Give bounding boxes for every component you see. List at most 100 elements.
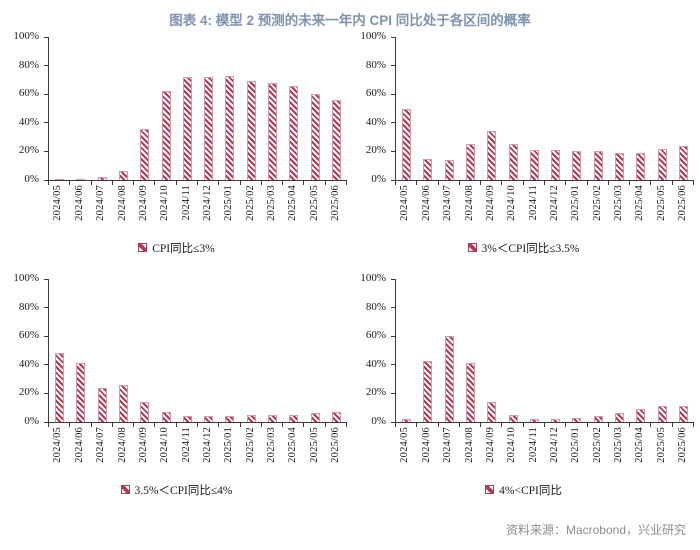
y-tick [44, 421, 49, 423]
bar [76, 178, 86, 180]
bar-slot [262, 37, 284, 185]
y-tick-label: 100% [13, 30, 39, 42]
x-tick-label: 2024/07 [442, 185, 454, 221]
y-tick [44, 122, 49, 124]
bar [55, 178, 65, 180]
bar-slot [283, 37, 305, 185]
x-tick [458, 181, 460, 185]
chart-3pct-to-3p5pct: 100% 80% 60% 40% 20% 0% 2024/05 2024/06 2024/07… [353, 31, 694, 255]
x-tick-label: 2025/06 [330, 427, 342, 463]
x-tick-label: 2025/05 [655, 185, 667, 221]
x-tick [522, 423, 524, 427]
legend-label: 3.5%＜CPI同比≤4% [134, 484, 233, 497]
bar [636, 152, 646, 180]
x-tick [324, 423, 326, 427]
x-label-cell: 2024/11 [523, 427, 544, 480]
x-tick-label: 2025/05 [308, 185, 320, 221]
y-tick [44, 150, 49, 152]
x-tick [692, 181, 694, 185]
x-tick-label: 2024/08 [463, 427, 475, 463]
bar-slot [395, 279, 418, 427]
x-tick [133, 181, 135, 185]
bar [487, 131, 497, 180]
plot-wrap: 100% 80% 60% 40% 20% 0% [6, 273, 347, 427]
bar-slot [545, 37, 567, 185]
x-tick [282, 423, 284, 427]
y-tick [391, 65, 396, 67]
x-label-cell: 2024/07 [438, 427, 459, 480]
x-tick-label: 2024/07 [95, 185, 107, 221]
x-tick-label: 2024/06 [420, 427, 432, 463]
y-tick [391, 278, 396, 280]
x-tick-label: 2024/08 [116, 185, 128, 221]
x-tick [175, 423, 177, 427]
x-tick [260, 423, 262, 427]
bar-slot [155, 37, 177, 185]
bar [182, 77, 192, 180]
x-tick-label: 2024/12 [201, 427, 213, 463]
x-tick [458, 423, 460, 427]
bar-slot [134, 37, 156, 185]
bar-slot [177, 279, 198, 427]
y-tick [44, 364, 49, 366]
x-tick [607, 423, 609, 427]
bar-slot [502, 279, 524, 427]
x-label-cell: 2024/11 [523, 185, 544, 238]
y-tick-label: 80% [365, 58, 386, 71]
x-tick-label: 2025/04 [287, 185, 299, 221]
y-tick [391, 179, 396, 181]
x-tick-label: 2025/06 [677, 427, 689, 463]
x-tick-label: 2024/05 [52, 427, 64, 463]
y-tick [44, 392, 49, 394]
bar-slot [70, 37, 92, 185]
y-tick-label: 100% [360, 30, 386, 42]
y-axis: 100% 80% 60% 40% 20% 0% [6, 273, 48, 427]
bar [423, 360, 433, 422]
bar-slot [566, 37, 588, 185]
bar [572, 417, 582, 422]
x-tick-label: 2024/10 [506, 185, 518, 221]
bar-slot [113, 279, 135, 427]
x-label-cell: 2025/01 [566, 427, 587, 480]
bar-slot [198, 37, 220, 185]
x-label-cell: 2024/09 [480, 185, 501, 238]
x-tick [218, 181, 220, 185]
x-label-cell: 2025/06 [673, 185, 694, 238]
x-tick-label: 2024/11 [527, 185, 539, 221]
legend: 3%＜CPI同比≤3.5% [353, 240, 694, 255]
bar-slot [439, 37, 460, 185]
y-tick [391, 307, 396, 309]
x-tick-label: 2024/05 [52, 185, 64, 221]
x-tick [395, 423, 396, 427]
bar [204, 416, 214, 422]
bar-slot [417, 37, 439, 185]
chart-3p5pct-to-4pct: 100% 80% 60% 40% 20% 0% 2024/05 2024/06 2024/07… [6, 273, 347, 497]
x-label-cell: 2025/03 [609, 185, 630, 238]
x-label-cell: 2025/04 [283, 185, 304, 238]
x-label-cell: 2025/03 [262, 427, 283, 480]
x-tick [437, 181, 439, 185]
x-tick-label: 2025/03 [266, 427, 278, 463]
x-tick [48, 423, 49, 427]
x-tick [69, 181, 71, 185]
x-tick-label: 2025/03 [613, 427, 625, 463]
x-axis-labels: 2024/05 2024/06 2024/07 2024/08 2024/09 2024/… [48, 423, 347, 480]
bar-slot [502, 37, 524, 185]
x-axis-labels: 2024/05 2024/06 2024/07 2024/08 2024/09 2024/… [48, 181, 347, 238]
x-label-cell: 2025/05 [304, 427, 325, 480]
y-tick-label: 0% [371, 173, 386, 185]
x-tick [543, 181, 545, 185]
x-axis-labels: 2024/05 2024/06 2024/07 2024/08 2024/09 2024/… [395, 181, 694, 238]
x-tick-label: 2025/02 [591, 427, 603, 463]
x-tick [303, 181, 305, 185]
bar [310, 94, 320, 180]
x-tick-label: 2025/02 [591, 185, 603, 221]
bar [289, 85, 299, 180]
bar-slot [326, 279, 347, 427]
x-label-cell: 2025/01 [219, 427, 240, 480]
y-tick-label: 80% [18, 58, 39, 71]
x-tick [586, 181, 588, 185]
x-tick [69, 423, 71, 427]
x-tick-label: 2024/09 [484, 185, 496, 221]
legend-label: 4%<CPI同比 [499, 484, 562, 497]
